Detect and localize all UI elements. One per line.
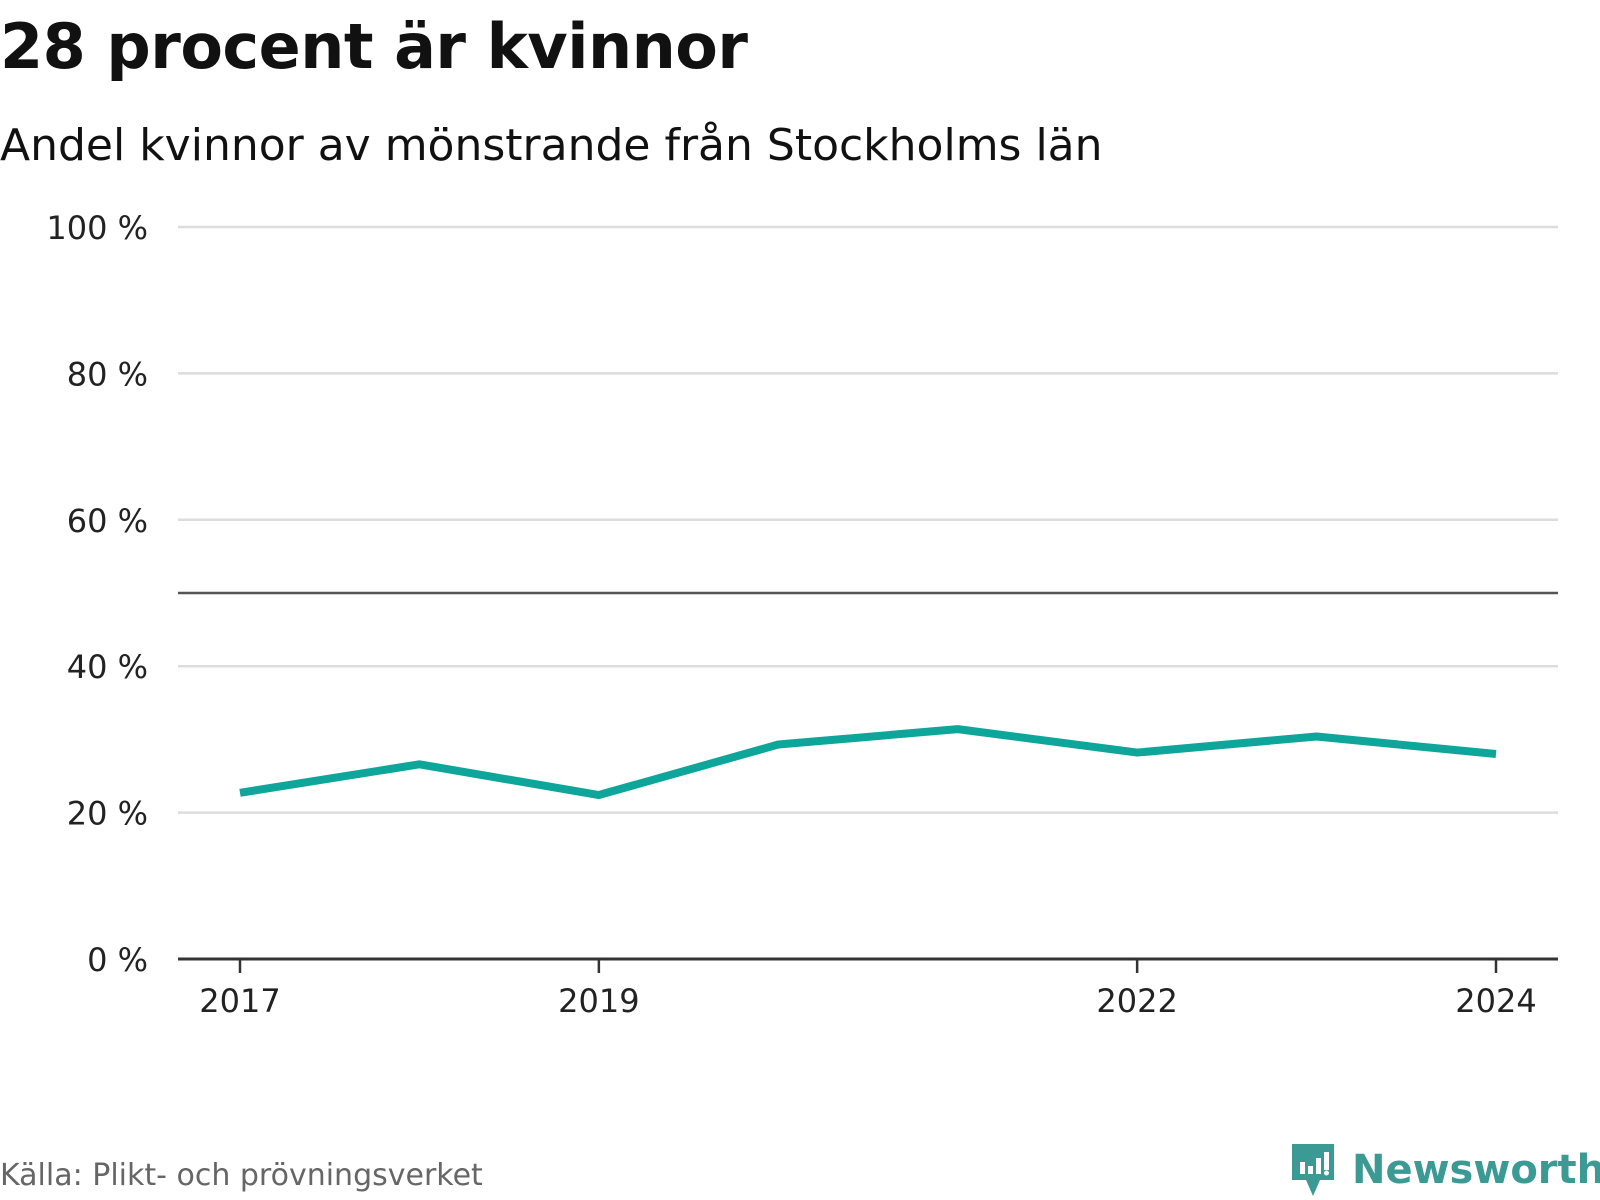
x-tick-label: 2024 <box>1455 982 1536 1020</box>
y-tick-label: 20 % <box>67 795 148 833</box>
brand-name: Newsworthy <box>1352 1147 1600 1193</box>
y-tick-label: 80 % <box>67 355 148 393</box>
chart-subtitle: Andel kvinnor av mönstrande från Stockho… <box>0 120 1103 171</box>
chart-logo-icon <box>1292 1144 1334 1196</box>
x-axis: 2017 2019 2022 2024 <box>178 957 1558 1020</box>
chart-title: 28 procent är kvinnor <box>0 10 748 83</box>
source-note: Källa: Plikt- och prövningsverket <box>0 1158 483 1193</box>
grid-layer <box>178 225 1558 814</box>
series-line <box>239 725 1497 800</box>
y-axis-labels: 0 % 20 % 40 % 60 % 80 % 100 % <box>46 209 148 979</box>
x-tick-label: 2022 <box>1096 982 1177 1020</box>
x-tick-label: 2019 <box>558 982 639 1020</box>
y-tick-label: 40 % <box>67 648 148 686</box>
series-layer <box>239 725 1497 800</box>
y-tick-label: 60 % <box>67 502 148 540</box>
y-tick-label: 0 % <box>87 941 148 979</box>
brand-logo: Newsworthy <box>1288 1140 1600 1200</box>
y-tick-label: 100 % <box>46 209 148 247</box>
x-tick-label: 2017 <box>199 982 280 1020</box>
